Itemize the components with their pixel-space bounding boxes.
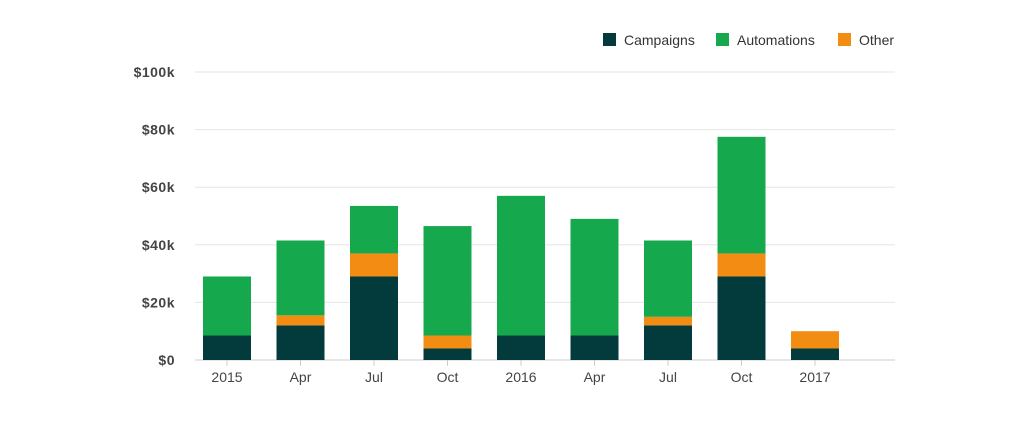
legend-label-other: Other [859, 32, 894, 48]
bar-segment-automations [350, 205, 398, 254]
bar-segment-automations [644, 240, 692, 317]
x-tick-label: Oct [731, 369, 753, 385]
x-tick-label: 2017 [799, 369, 830, 385]
bar-segment-campaigns [276, 325, 325, 360]
bars [203, 136, 839, 360]
x-tick-label: 2015 [211, 369, 242, 385]
bar-segment-automations [423, 226, 472, 336]
x-tick-label: Apr [290, 369, 312, 385]
bar-segment-automations [717, 136, 766, 254]
bar-segment-other [791, 331, 839, 349]
y-tick-label: $60k [142, 179, 175, 195]
legend-swatch-other [838, 33, 851, 46]
y-tick-label: $40k [142, 237, 175, 253]
bar-segment-campaigns [644, 325, 692, 360]
bar-segment-automations [203, 276, 251, 336]
bar-segment-campaigns [423, 348, 472, 360]
x-tick-label: 2016 [505, 369, 536, 385]
y-tick-label: $0 [158, 352, 175, 368]
y-tick-label: $20k [142, 294, 175, 310]
bar-segment-campaigns [717, 276, 766, 360]
bar-segment-campaigns [570, 335, 619, 360]
x-tick-label: Apr [584, 369, 606, 385]
x-tick-label: Jul [365, 369, 383, 385]
legend: Campaigns Automations Other [603, 32, 894, 48]
y-tick-label: $80k [142, 122, 175, 138]
y-axis: $0 $20k $40k $60k $80k $100k [134, 64, 175, 368]
y-tick-label: $100k [134, 64, 175, 80]
legend-swatch-campaigns [603, 33, 616, 46]
bar-segment-automations [276, 240, 325, 316]
x-axis: 2015 Apr Jul Oct 2016 Apr Jul Oct 2017 [211, 360, 831, 385]
bar-segment-automations [497, 195, 545, 336]
bar-segment-campaigns [497, 335, 545, 360]
bar-segment-other [276, 315, 325, 326]
legend-label-automations: Automations [737, 32, 815, 48]
bar-segment-other [717, 253, 766, 277]
bar-segment-campaigns [791, 348, 839, 360]
bar-segment-other [350, 253, 398, 277]
bar-segment-campaigns [203, 335, 251, 360]
legend-label-campaigns: Campaigns [624, 32, 695, 48]
x-tick-label: Jul [659, 369, 677, 385]
x-tick-label: Oct [437, 369, 459, 385]
bar-segment-other [644, 316, 692, 326]
bar-segment-campaigns [350, 276, 398, 360]
bar-segment-automations [570, 218, 619, 336]
bar-segment-other [423, 335, 472, 349]
legend-swatch-automations [716, 33, 729, 46]
